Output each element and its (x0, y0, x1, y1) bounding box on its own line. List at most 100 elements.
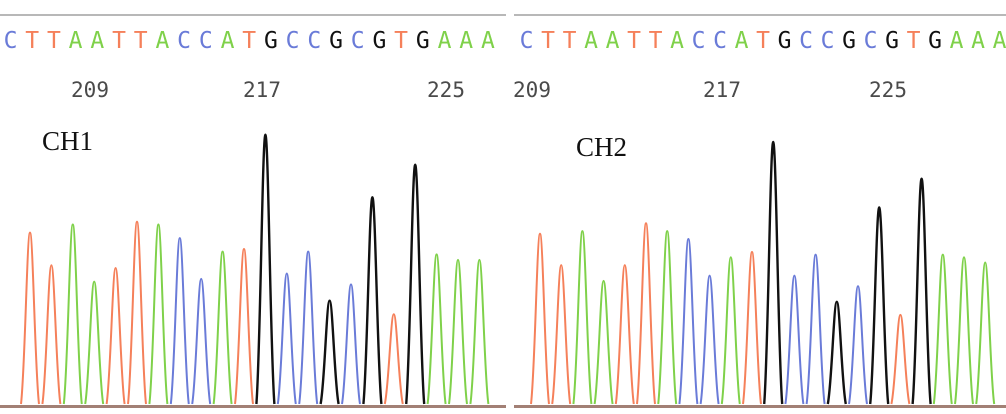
trace-peak (362, 196, 383, 405)
base-call-letter: A (584, 28, 598, 54)
base-call-letter: A (480, 28, 495, 54)
base-call-letter: G (885, 28, 899, 54)
trace-peak (448, 258, 468, 405)
base-call-letter: T (627, 28, 641, 54)
trace-peak (784, 274, 805, 405)
trace-peak (20, 231, 40, 405)
base-call-letter: G (263, 28, 278, 54)
position-label: 217 (243, 78, 281, 102)
trace-peak (848, 285, 868, 405)
base-call-letter: G (777, 28, 792, 54)
trace-peak (212, 250, 233, 405)
base-call-letter: T (133, 28, 148, 54)
trace-peak (405, 163, 426, 405)
position-label: 217 (703, 78, 741, 102)
base-call-letter: C (863, 28, 878, 54)
trace-peak (911, 177, 932, 405)
trace-peak (530, 232, 550, 405)
base-call-letter: C (3, 28, 18, 54)
top-rule (514, 14, 1006, 16)
trace-peak (551, 264, 572, 405)
trace-peak (805, 253, 826, 405)
trace-svg (20, 133, 490, 405)
base-call-letter: A (949, 28, 964, 54)
trace-peak (169, 237, 190, 405)
top-rule (0, 14, 506, 16)
trace-peak (869, 206, 890, 405)
base-call-letter: A (155, 28, 170, 54)
base-call-letter: T (756, 28, 770, 54)
trace-peak (276, 272, 297, 405)
trace-peak (127, 220, 147, 405)
trace-peak (426, 253, 447, 405)
trace-peak (890, 313, 911, 405)
trace-peak (255, 133, 276, 405)
base-call-letter: C (519, 28, 534, 54)
base-call-letter: G (329, 28, 343, 54)
trace-peak (975, 261, 996, 405)
trace-peak (742, 251, 762, 405)
base-call-letter: G (415, 28, 430, 54)
base-call-letter: C (713, 28, 727, 54)
base-call-letter: A (459, 28, 474, 54)
base-call-letter: T (541, 28, 555, 54)
position-label: 209 (514, 78, 551, 102)
base-call-letter: C (177, 28, 192, 54)
trace-peak (636, 222, 656, 405)
base-call-letter: C (350, 28, 365, 54)
panel-divider (506, 0, 514, 414)
base-call-letter: T (25, 28, 40, 54)
trace-peak (469, 258, 490, 405)
base-call-letter: C (285, 28, 300, 54)
base-call-letter: T (906, 28, 921, 54)
trace-peak (298, 250, 319, 405)
base-call-letter: G (372, 28, 387, 54)
base-call-letter: T (394, 28, 409, 54)
base-call-letter: T (242, 28, 257, 54)
trace-peak (191, 277, 212, 405)
trace-peak (84, 280, 105, 405)
channel-label: CH1 (42, 126, 94, 156)
base-call-letter: A (220, 28, 235, 54)
trace-peak (678, 237, 699, 405)
base-call-letter: T (562, 28, 577, 54)
base-call-letter: G (928, 28, 942, 54)
trace-peak (763, 140, 784, 405)
position-label: 225 (869, 78, 907, 102)
base-call-letter: C (691, 28, 706, 54)
base-call-letter: A (971, 28, 985, 54)
base-call-letter: A (670, 28, 684, 54)
trace-peak (234, 247, 254, 405)
position-label: 209 (71, 78, 109, 102)
position-label: 225 (427, 78, 465, 102)
trace-peak (593, 279, 614, 405)
trace-peak (720, 256, 741, 405)
base-call-letter: A (90, 28, 105, 54)
trace-peak (614, 264, 635, 405)
trace-peak (932, 253, 953, 405)
trace-peak (148, 223, 169, 405)
base-call-letter: A (605, 28, 620, 54)
base-call-letter: T (112, 28, 126, 54)
base-call-letter: C (799, 28, 813, 54)
base-call-letter: C (198, 28, 213, 54)
base-call-letter: T (648, 28, 663, 54)
trace-peak (105, 267, 126, 405)
baseline (0, 405, 506, 408)
base-call-letter: C (820, 28, 835, 54)
channel-label: CH2 (576, 132, 628, 162)
base-call-letter: A (437, 28, 452, 54)
trace-peak (62, 223, 83, 405)
trace-peak (383, 313, 404, 405)
base-call-letter: T (46, 28, 61, 54)
trace-svg (530, 140, 996, 405)
trace-peak (341, 283, 361, 405)
trace-peak (41, 264, 62, 405)
trace-peak (826, 300, 847, 405)
trace-peak (319, 299, 340, 405)
